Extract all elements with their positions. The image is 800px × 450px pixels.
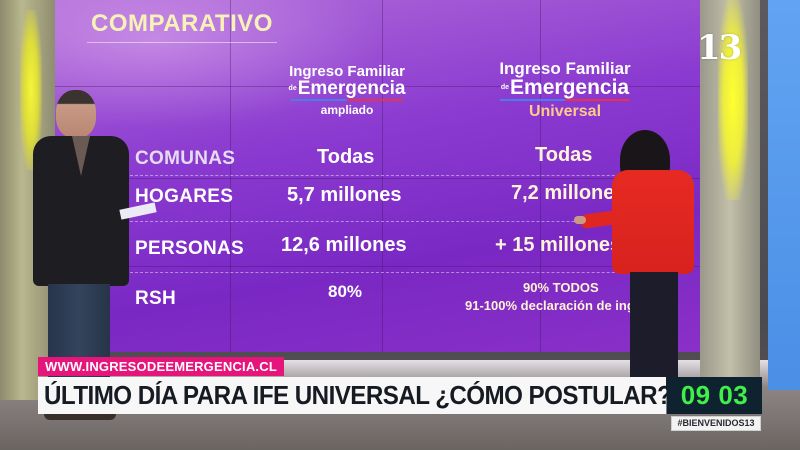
row-divider [130,272,690,273]
logo-line1: Ingreso Familiar [499,59,631,78]
row-divider [130,221,690,222]
channel-13-logo: 13 [697,28,742,68]
pillar-light [718,0,748,200]
panel-seam [55,266,703,267]
logo-line2: deEmergencia [288,78,406,99]
wall-highlight [55,0,385,130]
presenter-pants [630,272,678,390]
panel-seam [55,178,703,179]
value-universal-hogares: 7,2 millones [511,182,626,204]
presenter-head [56,90,96,138]
pillar-light [20,10,42,170]
value-universal-personas: + 15 millones [495,234,622,256]
ife-ampliado-logo: Ingreso Familiar deEmergencia ampliado [287,64,407,117]
value-ampliado-personas: 12,6 millones [281,234,407,256]
value-ampliado-comunas: Todas [317,146,375,168]
blue-wall [768,0,800,390]
value-universal-comunas: Todas [535,144,593,166]
right-pillar [700,0,760,400]
panel-seam [230,0,231,352]
logo-flag-bar [291,99,403,101]
video-wall: COMPARATIVO Ingreso Familiar deEmergenci… [55,0,703,352]
logo-subtitle: Universal [528,103,602,120]
row-label-hogares: HOGARES [135,186,234,207]
panel-seam [55,86,703,87]
value-universal-rsh-line1: 90% TODOS [523,280,599,295]
female-presenter [574,130,700,390]
on-air-clock: 09 03 [667,377,762,414]
logo-flag-bar [500,99,630,101]
title-underline [87,42,277,43]
url-tag: WWW.INGRESODEEMERGENCIA.CL [38,357,284,376]
comparison-title: COMPARATIVO [91,10,273,37]
panel-seam [540,0,541,352]
logo-subtitle: ampliado [320,103,374,117]
value-ampliado-rsh: 80% [328,282,363,301]
value-universal-rsh-line2: 91-100% declaración de ing [465,298,635,313]
presenter-red-jacket [612,170,694,274]
headline-text: ÚLTIMO DÍA PARA IFE UNIVERSAL ¿CÓMO POST… [44,380,672,410]
headline-bar: ÚLTIMO DÍA PARA IFE UNIVERSAL ¿CÓMO POST… [38,377,672,414]
panel-seam [382,0,383,352]
row-label-personas: PERSONAS [135,238,245,259]
logo-line1: Ingreso Familiar [289,63,405,80]
row-divider [130,175,690,176]
presenter-hand [574,216,586,224]
ife-universal-logo: Ingreso Familiar deEmergencia Universal [495,60,635,121]
logo-line2: deEmergencia [500,76,630,99]
row-label-rsh: RSH [135,288,177,309]
value-ampliado-hogares: 5,7 millones [287,184,402,206]
program-hashtag: #BIENVENIDOS13 [671,416,761,431]
row-label-comunas: COMUNAS [135,148,236,169]
